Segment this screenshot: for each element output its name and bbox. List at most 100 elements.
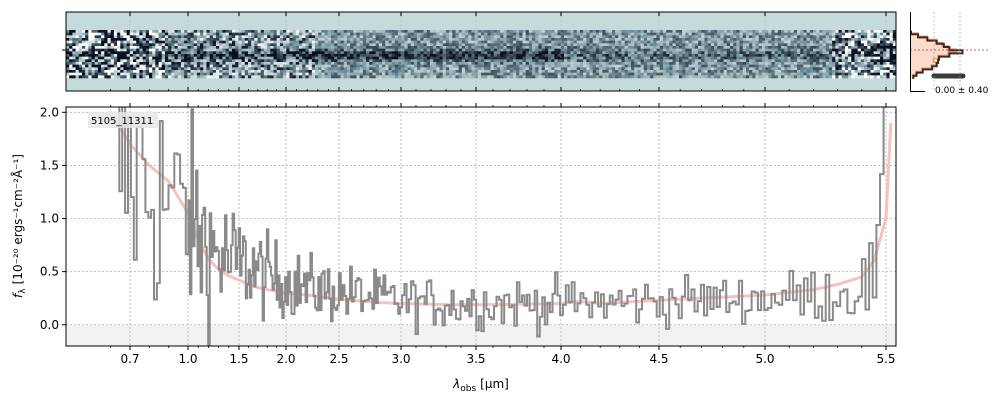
heatmap-cell <box>279 64 284 68</box>
heatmap-cell <box>880 40 884 44</box>
heatmap-cell <box>490 51 495 55</box>
heatmap-cell <box>305 59 309 63</box>
heatmap-cell <box>477 59 482 63</box>
heatmap-cell <box>388 64 392 68</box>
heatmap-cell <box>136 54 140 57</box>
heatmap-cell <box>688 62 692 65</box>
heatmap-cell <box>876 54 881 57</box>
heatmap-cell <box>790 70 795 73</box>
heatmap-cell <box>222 56 226 60</box>
heatmap-cell <box>669 62 673 65</box>
heatmap-cell <box>500 59 504 63</box>
heatmap-cell <box>528 43 533 47</box>
heatmap-cell <box>174 72 179 76</box>
heatmap-cell <box>142 46 147 49</box>
heatmap-cell <box>468 70 472 73</box>
heatmap-cell <box>97 75 102 79</box>
heatmap-cell <box>279 40 284 44</box>
heatmap-cell <box>120 56 124 60</box>
heatmap-cell <box>337 40 341 44</box>
heatmap-cell <box>595 46 600 49</box>
heatmap-cell <box>404 75 408 79</box>
heatmap-cell <box>356 51 360 55</box>
heatmap-cell <box>455 72 459 76</box>
heatmap-cell <box>455 59 459 63</box>
heatmap-cell <box>184 35 188 39</box>
heatmap-cell <box>394 72 399 76</box>
heatmap-cell <box>206 70 210 73</box>
heatmap-cell <box>171 56 175 60</box>
heatmap-cell <box>391 48 396 52</box>
heatmap-cell <box>860 40 865 44</box>
heatmap-cell <box>787 51 791 55</box>
heatmap-cell <box>512 32 517 36</box>
heatmap-cell <box>707 72 712 76</box>
heatmap-cell <box>707 32 712 36</box>
heatmap-cell <box>113 43 118 47</box>
heatmap-cell <box>346 70 351 73</box>
heatmap-cell <box>283 35 287 39</box>
heatmap-cell <box>445 48 450 52</box>
heatmap-cell <box>295 48 300 52</box>
heatmap-cell <box>257 35 262 39</box>
heatmap-cell <box>525 40 530 44</box>
heatmap-cell <box>698 30 702 33</box>
heatmap-cell <box>701 70 705 73</box>
heatmap-cell <box>666 43 670 47</box>
heatmap-cell <box>267 64 271 68</box>
heatmap-cell <box>429 43 434 47</box>
heatmap-cell <box>206 51 210 55</box>
heatmap-cell <box>232 43 236 47</box>
heatmap-cell <box>662 51 667 55</box>
heatmap-cell <box>736 70 740 73</box>
heatmap-cell <box>825 64 830 68</box>
heatmap-cell <box>771 32 775 36</box>
heatmap-cell <box>423 70 428 73</box>
heatmap-cell <box>257 75 262 79</box>
heatmap-cell <box>666 56 670 60</box>
heatmap-cell <box>155 67 159 71</box>
heatmap-cell <box>324 35 329 39</box>
heatmap-cell <box>270 32 274 36</box>
heatmap-cell <box>171 67 175 71</box>
heatmap-cell <box>190 62 194 65</box>
heatmap-cell <box>149 40 153 44</box>
heatmap-cell <box>299 38 303 41</box>
heatmap-cell <box>758 51 763 55</box>
heatmap-cell <box>864 67 868 71</box>
heatmap-cell <box>880 51 884 55</box>
heatmap-cell <box>892 40 896 44</box>
heatmap-cell <box>752 46 756 49</box>
heatmap-cell <box>490 54 495 57</box>
heatmap-cell <box>548 59 552 63</box>
heatmap-cell <box>567 30 571 33</box>
heatmap-cell <box>615 48 619 52</box>
heatmap-cell <box>611 70 616 73</box>
heatmap-cell <box>139 54 143 57</box>
heatmap-cell <box>136 48 140 52</box>
heatmap-cell <box>263 48 268 52</box>
heatmap-cell <box>768 62 772 65</box>
heatmap-cell <box>567 75 571 79</box>
heatmap-cell <box>244 46 249 49</box>
heatmap-cell <box>768 38 772 41</box>
heatmap-cell <box>232 38 236 41</box>
heatmap-cell <box>203 30 207 33</box>
heatmap-cell <box>749 64 753 68</box>
heatmap-cell <box>369 70 373 73</box>
heatmap-cell <box>710 46 715 49</box>
heatmap-cell <box>698 62 702 65</box>
heatmap-cell <box>755 38 760 41</box>
heatmap-cell <box>570 67 574 71</box>
heatmap-cell <box>315 32 319 36</box>
spectrum-1d-panel: 0.7 1.0 1.5 2.0 2.5 3.0 3.5 4.0 4.5 5.0 5.50.00.51… <box>10 103 897 394</box>
heatmap-cell <box>554 32 558 36</box>
heatmap-cell <box>487 48 491 52</box>
heatmap-cell <box>251 67 255 71</box>
heatmap-cell <box>270 59 274 63</box>
heatmap-cell <box>666 32 670 36</box>
heatmap-cell <box>295 35 300 39</box>
heatmap-cell <box>873 46 878 49</box>
heatmap-cell <box>251 62 255 65</box>
heatmap-cell <box>334 30 338 33</box>
